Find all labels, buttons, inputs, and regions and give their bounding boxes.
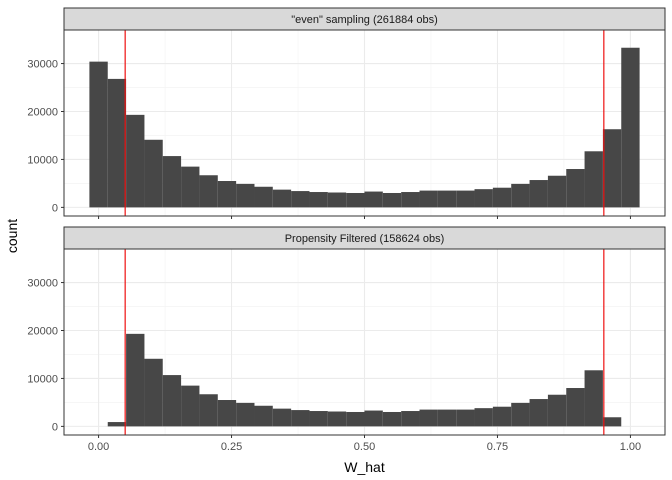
histogram-bar: [309, 411, 328, 427]
histogram-bar: [474, 408, 493, 427]
y-tick-label: 30000: [27, 278, 58, 290]
histogram-bar: [126, 114, 145, 208]
y-tick-label: 30000: [27, 59, 58, 71]
histogram-bar: [602, 417, 622, 427]
histogram-bars: [107, 333, 622, 427]
histogram-bar: [419, 190, 438, 208]
histogram-bar: [456, 190, 475, 208]
histogram-bar: [272, 189, 292, 208]
x-tick-label: 0.50: [354, 441, 375, 453]
histogram-bar: [584, 370, 603, 427]
histogram-bar: [236, 402, 255, 427]
histogram-bar: [217, 400, 237, 427]
histogram-bar: [217, 181, 237, 208]
histogram-bar: [382, 192, 402, 208]
histogram-bar: [346, 192, 365, 208]
histogram-bar: [547, 394, 567, 427]
y-axis-title: count: [4, 219, 20, 253]
histogram-bar: [437, 190, 457, 208]
histogram-bar: [236, 183, 255, 208]
histogram-bar: [162, 375, 182, 427]
histogram-bar: [602, 129, 622, 208]
histogram-bar: [584, 151, 603, 208]
histogram-bar: [107, 422, 127, 427]
x-axis-title: W_hat: [344, 459, 385, 475]
y-tick-label: 10000: [27, 373, 58, 385]
facet-panel-even-sampling: "even" sampling (261884 obs) 0 10000 20000…: [27, 7, 666, 217]
histogram-bar: [254, 186, 273, 208]
histogram-bar: [419, 409, 438, 427]
y-tick-label: 20000: [27, 106, 58, 118]
y-axis-ticks: 0 10000 20000 30000: [27, 59, 64, 214]
histogram-bar: [547, 175, 567, 208]
histogram-bar: [327, 192, 347, 208]
histogram-bar: [126, 333, 145, 427]
histogram-bar: [474, 189, 493, 208]
histogram-bar: [162, 156, 182, 208]
y-tick-label: 20000: [27, 325, 58, 337]
y-tick-label: 0: [52, 421, 58, 433]
histogram-bar: [181, 166, 200, 208]
histogram-bar: [437, 409, 457, 427]
histogram-bar: [511, 402, 530, 427]
facet-panel-propensity-filtered: Propensity Filtered (158624 obs) 0 10000 2…: [27, 226, 666, 436]
histogram-bar: [529, 180, 548, 208]
histogram-bar: [309, 192, 328, 208]
histogram-bar: [511, 183, 530, 208]
histogram-bar: [492, 187, 512, 208]
histogram-bar: [456, 409, 475, 427]
histogram-bar: [364, 191, 383, 208]
histogram-bar: [566, 388, 585, 427]
histogram-bar: [199, 394, 218, 427]
histogram-bar: [199, 175, 218, 208]
x-tick-label: 0.75: [487, 441, 508, 453]
x-axis-ticks: 0.00 0.25 0.50 0.75 1.00: [88, 216, 641, 453]
x-tick-label: 1.00: [620, 441, 641, 453]
histogram-bar: [291, 410, 310, 427]
x-tick-label: 0.25: [221, 441, 242, 453]
histogram-bar: [89, 61, 108, 208]
histogram-bar: [144, 358, 163, 427]
histogram-bar: [364, 410, 383, 427]
histogram-bar: [401, 411, 420, 427]
histogram-bar: [621, 47, 640, 208]
x-tick-label: 0.00: [88, 441, 109, 453]
histogram-bar: [144, 139, 163, 208]
strip-title: Propensity Filtered (158624 obs): [285, 233, 445, 245]
histogram-bar: [181, 385, 200, 427]
y-axis-ticks: 0 10000 20000 30000: [27, 278, 64, 433]
histogram-bar: [382, 411, 402, 427]
histogram-bar: [566, 169, 585, 208]
histogram-bar: [401, 192, 420, 208]
histogram-bar: [492, 406, 512, 427]
histogram-bar: [291, 191, 310, 208]
threshold-lines: [124, 30, 605, 216]
histogram-bar: [272, 408, 292, 427]
histogram-bar: [327, 411, 347, 427]
histogram-bar: [107, 78, 127, 208]
threshold-lines: [124, 249, 605, 435]
strip-title: "even" sampling (261884 obs): [291, 14, 438, 26]
histogram-bar: [346, 411, 365, 427]
y-tick-label: 0: [52, 202, 58, 214]
histogram-bars: [89, 47, 640, 208]
histogram-bar: [254, 405, 273, 427]
histogram-bar: [529, 399, 548, 427]
y-tick-label: 10000: [27, 154, 58, 166]
